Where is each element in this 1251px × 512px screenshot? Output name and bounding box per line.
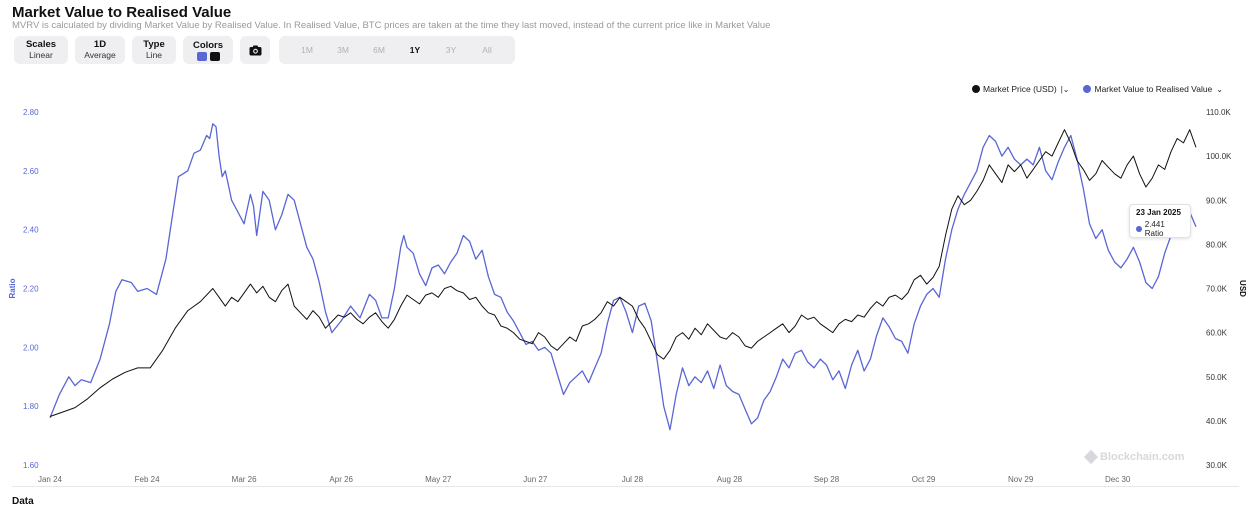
tooltip-row: 2.441 Ratio (1136, 220, 1184, 238)
x-axis-tick-label: Feb 24 (135, 475, 160, 484)
page-title: Market Value to Realised Value (12, 4, 232, 21)
x-axis-tick-label: Jun 27 (523, 475, 548, 484)
range-button-6m[interactable]: 6M (373, 45, 385, 55)
interval-button[interactable]: 1D Average (75, 36, 125, 64)
tooltip-value: 2.441 Ratio (1144, 220, 1165, 238)
range-button-1m[interactable]: 1M (301, 45, 313, 55)
x-axis-tick-label: Jan 24 (38, 475, 63, 484)
left-axis-tick-label: 2.80 (23, 108, 39, 117)
right-axis-tick-label: 60.0K (1206, 329, 1228, 338)
mvrv-legend-dot (1083, 85, 1092, 93)
mvrv-chart[interactable]: 1.60 1.80 2.00 2.20 2.40 2.60 2.80 30.0K 40.0K 50… (0, 0, 1251, 486)
chart-controls: Scales Linear 1D Average Type Line Color… (14, 36, 515, 64)
range-button-all[interactable]: All (482, 45, 492, 55)
right-axis-tick-label: 90.0K (1206, 196, 1228, 205)
color-swatches (196, 51, 220, 61)
chart-legend: Market Price (USD) |⌄ Market Value to Re… (972, 84, 1223, 94)
legend-mvrv-label: Market Value to Realised Value (1094, 84, 1213, 94)
camera-icon (249, 45, 261, 55)
interval-value: Average (84, 50, 116, 60)
tooltip-date: 23 Jan 2025 (1136, 208, 1181, 217)
price-color-swatch (209, 51, 220, 61)
interval-label: 1D (93, 39, 107, 50)
screenshot-button[interactable] (240, 36, 270, 64)
right-axis-tick-label: 100.0K (1206, 152, 1232, 161)
left-axis-tick-label: 2.40 (23, 226, 39, 235)
page-subtitle: MVRV is calculated by dividing Market Va… (12, 20, 771, 31)
time-range-selector: 1M 3M 6M 1Y 3Y All (279, 36, 515, 64)
left-axis-title: Ratio (8, 278, 17, 298)
right-axis-tick-label: 110.0K (1206, 108, 1231, 117)
range-button-3y[interactable]: 3Y (445, 45, 457, 55)
x-axis-tick-label: Nov 29 (1008, 475, 1034, 484)
left-axis-tick-label: 2.60 (23, 167, 39, 176)
type-button[interactable]: Type Line (132, 36, 176, 64)
left-axis-tick-label: 1.60 (23, 461, 39, 470)
chart-tooltip: 23 Jan 2025 2.441 Ratio (1129, 204, 1191, 238)
right-axis-tick-label: 30.0K (1206, 461, 1228, 470)
watermark: Blockchain.com (1083, 449, 1185, 465)
x-axis-tick-label: Oct 29 (912, 475, 936, 484)
right-axis-tick-label: 80.0K (1206, 240, 1228, 249)
price-legend-dot (972, 85, 981, 93)
legend-price-label: Market Price (USD) (983, 84, 1057, 94)
series-line-mvrv (49, 123, 1197, 431)
left-axis-tick-label: 2.00 (23, 343, 39, 352)
chevron-down-icon: |⌄ (1060, 84, 1070, 94)
chevron-down-icon: ⌄ (1216, 84, 1223, 94)
x-axis-tick-label: Jul 28 (622, 475, 644, 484)
right-axis-tick-label: 70.0K (1206, 285, 1228, 294)
x-axis-tick-label: Dec 30 (1105, 475, 1131, 484)
scales-button[interactable]: Scales Linear (14, 36, 68, 64)
scales-label: Scales (25, 39, 57, 50)
x-axis-tick-label: Aug 28 (717, 475, 743, 484)
left-axis-tick-label: 2.20 (23, 285, 39, 294)
legend-item-mvrv[interactable]: Market Value to Realised Value ⌄ (1083, 84, 1223, 94)
series-line-price (49, 129, 1197, 417)
type-value: Line (145, 50, 163, 60)
x-axis-tick-label: Mar 26 (232, 475, 257, 484)
ratio-color-swatch (196, 51, 207, 61)
x-axis-tick-label: Sep 28 (814, 475, 840, 484)
scales-value: Linear (29, 50, 53, 60)
divider (12, 486, 1239, 487)
data-section-title: Data (12, 496, 34, 507)
x-axis-tick-label: Apr 26 (329, 475, 353, 484)
right-axis-tick-label: 50.0K (1206, 373, 1228, 382)
blockchain-logo-icon (1083, 449, 1099, 465)
watermark-text: Blockchain.com (1100, 451, 1185, 463)
colors-button[interactable]: Colors (183, 36, 233, 64)
colors-label: Colors (192, 39, 224, 51)
left-axis-tick-label: 1.80 (23, 402, 39, 411)
legend-item-price[interactable]: Market Price (USD) |⌄ (972, 84, 1069, 94)
right-axis-title: USD (1238, 280, 1247, 297)
tooltip-dot (1136, 226, 1142, 232)
x-axis-tick-label: May 27 (425, 475, 452, 484)
range-button-3m[interactable]: 3M (337, 45, 349, 55)
type-label: Type (143, 39, 165, 50)
range-button-1y[interactable]: 1Y (409, 45, 421, 55)
right-axis-tick-label: 40.0K (1206, 417, 1228, 426)
